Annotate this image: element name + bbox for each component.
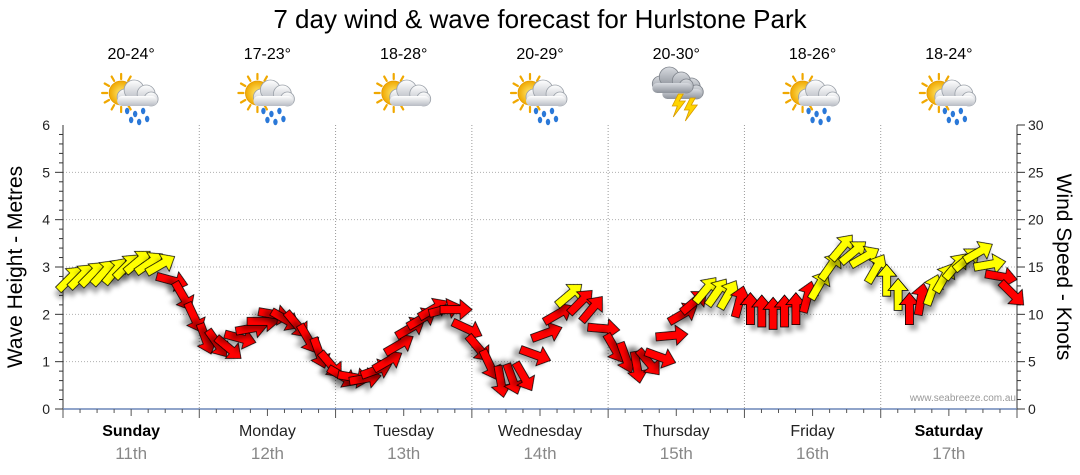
- y-tick-label-right: 10: [1028, 306, 1044, 322]
- day-temperature: 20-30°: [653, 46, 700, 63]
- wind-arrow: [144, 253, 176, 277]
- cloud: [934, 79, 977, 107]
- wind-arrow: [213, 334, 242, 359]
- wind-arrow: [655, 324, 689, 347]
- wind-arrows: [54, 234, 1025, 398]
- y-tick-label-left: 6: [42, 117, 50, 133]
- day-name: Wednesday: [498, 423, 582, 440]
- weather-icons: [101, 66, 977, 126]
- sun-cloud-rain-icon: [782, 72, 840, 126]
- cloud: [798, 79, 840, 107]
- wind-arrow: [511, 360, 535, 392]
- y-axis-left-label: Wave Height - Metres: [4, 166, 27, 368]
- cloud: [525, 79, 568, 107]
- wind-arrow: [875, 263, 898, 297]
- cloud: [116, 79, 159, 107]
- wind-arrow: [155, 271, 189, 292]
- rain-drops: [806, 107, 831, 126]
- day-date: 13th: [387, 444, 420, 463]
- lightning-bolt: [671, 93, 687, 118]
- rain-drops: [261, 107, 286, 126]
- site-credit: www.seabreeze.com.au: [909, 393, 1016, 404]
- day-temperature: 18-24°: [925, 46, 972, 63]
- y-tick-label-right: 30: [1028, 117, 1044, 133]
- y-tick-label-left: 2: [42, 306, 50, 322]
- y-tick-label-left: 4: [42, 212, 50, 228]
- y-tick-label-right: 0: [1028, 401, 1036, 417]
- y-tick-label-left: 1: [42, 354, 50, 370]
- wind-arrow: [848, 245, 880, 270]
- rain-drops: [533, 107, 559, 126]
- lightning-bolt: [683, 97, 699, 122]
- wind-arrow: [997, 278, 1025, 306]
- day-date: 15th: [660, 444, 693, 463]
- wind-arrow: [643, 347, 677, 369]
- day-name: Tuesday: [373, 423, 434, 440]
- y-tick-label-left: 5: [42, 164, 50, 180]
- day-name: Sunday: [102, 423, 160, 440]
- sun-cloud-rain-icon: [918, 72, 977, 126]
- day-temperature: 20-29°: [516, 46, 563, 63]
- day-name: Thursday: [643, 423, 710, 440]
- day-date: 14th: [523, 444, 556, 463]
- day-temperature: 20-24°: [107, 46, 154, 63]
- y-tick-label-right: 20: [1028, 212, 1044, 228]
- rain-drops: [942, 107, 968, 126]
- cloud: [651, 66, 694, 94]
- sun-cloud-icon: [373, 72, 432, 114]
- labels: 20-24° Sunday 11th 17-23° Monday 12th 18-28° Tu…: [102, 46, 983, 463]
- day-temperature: 18-26°: [789, 46, 836, 63]
- y-tick-label-right: 5: [1028, 354, 1036, 370]
- wind-arrow: [439, 298, 473, 321]
- y-tick-label-right: 15: [1028, 259, 1044, 275]
- chart-title: 7 day wind & wave forecast for Hurlstone…: [273, 4, 807, 34]
- day-name: Saturday: [915, 423, 984, 440]
- day-temperature: 18-28°: [380, 46, 427, 63]
- day-name: Monday: [239, 423, 296, 440]
- day-date: 16th: [796, 444, 829, 463]
- day-date: 12th: [251, 444, 284, 463]
- y-tick-label-left: 0: [42, 401, 50, 417]
- sun-cloud-rain-icon: [101, 72, 159, 126]
- day-temperature: 17-23°: [244, 46, 291, 63]
- y-axis-right-label: Wind Speed - Knots: [1052, 174, 1075, 361]
- storm-icon: [651, 66, 704, 122]
- wind-arrow: [962, 241, 993, 265]
- rain-drops: [124, 107, 150, 126]
- y-tick-label-left: 3: [42, 259, 50, 275]
- day-date: 17th: [932, 444, 965, 463]
- day-name: Friday: [790, 423, 834, 440]
- y-tick-label-right: 25: [1028, 164, 1044, 180]
- sun-cloud-rain-icon: [237, 72, 295, 126]
- sun-rays: [373, 72, 414, 114]
- wind-arrow: [887, 277, 909, 311]
- cloud: [389, 79, 432, 107]
- wind-arrow: [578, 296, 603, 325]
- sun-cloud-rain-icon: [509, 72, 568, 126]
- cloud: [253, 79, 295, 107]
- axes: 0 1 2 3 4 5 6 0 5 10 15 20 25 30: [42, 117, 1044, 418]
- day-date: 11th: [115, 444, 147, 463]
- wind-arrow: [518, 345, 552, 367]
